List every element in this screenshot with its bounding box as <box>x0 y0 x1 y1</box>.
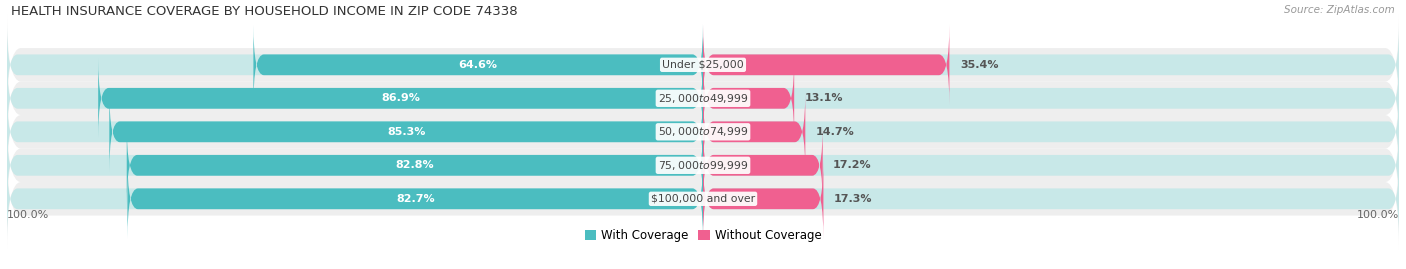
FancyBboxPatch shape <box>7 25 703 105</box>
Text: 13.1%: 13.1% <box>804 93 844 103</box>
FancyBboxPatch shape <box>703 25 949 105</box>
Text: 14.7%: 14.7% <box>815 127 855 137</box>
Text: HEALTH INSURANCE COVERAGE BY HOUSEHOLD INCOME IN ZIP CODE 74338: HEALTH INSURANCE COVERAGE BY HOUSEHOLD I… <box>11 5 517 18</box>
Text: 100.0%: 100.0% <box>1357 210 1399 220</box>
Text: 17.3%: 17.3% <box>834 194 872 204</box>
FancyBboxPatch shape <box>703 25 1399 105</box>
Text: Source: ZipAtlas.com: Source: ZipAtlas.com <box>1284 5 1395 15</box>
FancyBboxPatch shape <box>7 48 1399 148</box>
Text: $100,000 and over: $100,000 and over <box>651 194 755 204</box>
Text: Under $25,000: Under $25,000 <box>662 60 744 70</box>
FancyBboxPatch shape <box>703 58 794 138</box>
FancyBboxPatch shape <box>703 92 806 172</box>
Text: 82.7%: 82.7% <box>396 194 434 204</box>
Text: 64.6%: 64.6% <box>458 60 498 70</box>
Text: 17.2%: 17.2% <box>834 160 872 170</box>
FancyBboxPatch shape <box>7 148 1399 249</box>
Text: 82.8%: 82.8% <box>395 160 434 170</box>
Text: 85.3%: 85.3% <box>387 127 426 137</box>
FancyBboxPatch shape <box>703 58 1399 138</box>
FancyBboxPatch shape <box>7 115 1399 215</box>
Text: $75,000 to $99,999: $75,000 to $99,999 <box>658 159 748 172</box>
FancyBboxPatch shape <box>127 125 703 205</box>
FancyBboxPatch shape <box>7 125 703 205</box>
FancyBboxPatch shape <box>110 92 703 172</box>
FancyBboxPatch shape <box>703 125 823 205</box>
Legend: With Coverage, Without Coverage: With Coverage, Without Coverage <box>579 224 827 247</box>
Text: $25,000 to $49,999: $25,000 to $49,999 <box>658 92 748 105</box>
FancyBboxPatch shape <box>128 159 703 239</box>
FancyBboxPatch shape <box>703 159 1399 239</box>
FancyBboxPatch shape <box>7 159 703 239</box>
FancyBboxPatch shape <box>253 25 703 105</box>
FancyBboxPatch shape <box>7 15 1399 115</box>
FancyBboxPatch shape <box>7 82 1399 182</box>
Text: 35.4%: 35.4% <box>960 60 998 70</box>
FancyBboxPatch shape <box>98 58 703 138</box>
FancyBboxPatch shape <box>7 92 703 172</box>
FancyBboxPatch shape <box>7 58 703 138</box>
FancyBboxPatch shape <box>703 159 824 239</box>
FancyBboxPatch shape <box>703 92 1399 172</box>
Text: 86.9%: 86.9% <box>381 93 420 103</box>
Text: 100.0%: 100.0% <box>7 210 49 220</box>
FancyBboxPatch shape <box>703 125 1399 205</box>
Text: $50,000 to $74,999: $50,000 to $74,999 <box>658 125 748 138</box>
